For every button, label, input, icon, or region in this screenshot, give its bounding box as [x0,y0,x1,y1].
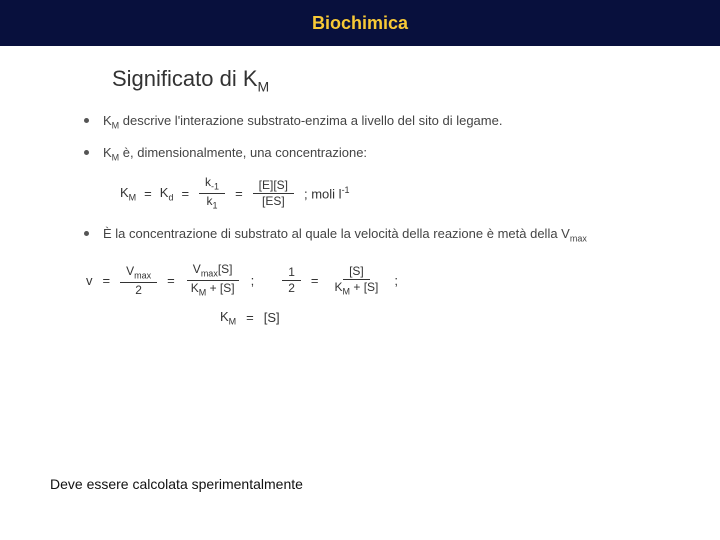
bullet-rest: È la concentrazione di substrato al qual… [103,226,570,241]
frac-den: 2 [282,281,301,295]
frac-num-post: [S] [218,262,233,276]
f1-lhs2-sub: d [168,192,173,202]
formula-km-kd: KM = Kd = k-1 k1 = [E][S] [ES] ; moli l-… [120,176,650,212]
f3-lhs: K [220,309,229,324]
bullet-dot-icon [84,150,89,155]
bullet-rest: è, dimensionalmente, una concentrazione: [119,145,367,160]
fraction: Vmax[S] KM + [S] [185,263,241,299]
eq-sign: = [181,186,189,201]
eq-sign: = [144,186,152,201]
frac-num-pre: V [193,262,201,276]
bullet-item: KM descrive l'interazione substrato-enzi… [100,112,650,132]
frac-den-post: + [S] [350,280,378,294]
bullet-dot-icon [84,118,89,123]
eq-sign: = [246,310,254,325]
fraction: [E][S] [ES] [253,179,294,208]
section-title-sub: M [258,78,270,94]
footer-note: Deve essere calcolata sperimentalmente [50,476,303,492]
bullet-text: KM descrive l'interazione substrato-enzi… [103,112,650,132]
frac-num: V [126,264,134,278]
frac-den-pre: K [335,280,343,294]
section-title-text: Significato di K [112,66,258,91]
formula-velocity: v = Vmax 2 = Vmax[S] KM + [S] ; 1 2 = [S… [86,263,650,299]
bullet-prefix: K [103,145,112,160]
f3-rhs: [S] [264,310,280,325]
bullet-item: È la concentrazione di substrato al qual… [100,225,650,245]
eq-sign: = [311,273,319,288]
header-title: Biochimica [312,13,408,34]
f2-lhs: v [86,273,93,288]
frac-den-pre: K [191,281,199,295]
content-area: Significato di KM KM descrive l'interazi… [0,46,720,350]
header-bar: Biochimica [0,0,720,46]
frac-den: [ES] [256,194,291,208]
frac-den: 2 [129,283,148,297]
fraction: [S] KM + [S] [329,265,385,297]
bullet-prefix: K [103,113,112,128]
frac-num-sub: max [201,269,218,279]
separator: ; [394,273,398,288]
eq-sign: = [167,273,175,288]
frac-num-sub: -1 [211,181,219,191]
fraction: 1 2 [282,266,301,295]
formula-tail: ; moli l-1 [304,185,350,201]
frac-num: [S] [343,265,370,280]
frac-num: [E][S] [253,179,294,194]
bullet-item: KM è, dimensionalmente, una concentrazio… [100,144,650,164]
frac-den-post: + [S] [206,281,234,295]
tail-text: ; moli l [304,187,342,202]
f3-lhs-sub: M [229,316,237,326]
eq-sign: = [103,273,111,288]
frac-den-sub: 1 [213,201,218,211]
tail-sup: -1 [342,185,350,195]
eq-sign: = [235,186,243,201]
fraction: k-1 k1 [199,176,225,212]
section-title: Significato di KM [112,66,650,94]
fraction: Vmax 2 [120,265,157,297]
bullet-text: KM è, dimensionalmente, una concentrazio… [103,144,650,164]
bullet-rest: descrive l'interazione substrato-enzima … [119,113,502,128]
frac-num-sub: max [134,270,151,280]
frac-num: 1 [282,266,301,281]
bullet-text: È la concentrazione di substrato al qual… [103,225,650,245]
f1-lhs1-sub: M [129,192,137,202]
bullet-dot-icon [84,231,89,236]
bullet-trail-sub: max [570,234,587,244]
separator: ; [251,273,255,288]
f1-lhs1: K [120,185,129,200]
formula-km-s: KM = [S] [220,309,650,327]
frac-den-sub: M [343,286,351,296]
